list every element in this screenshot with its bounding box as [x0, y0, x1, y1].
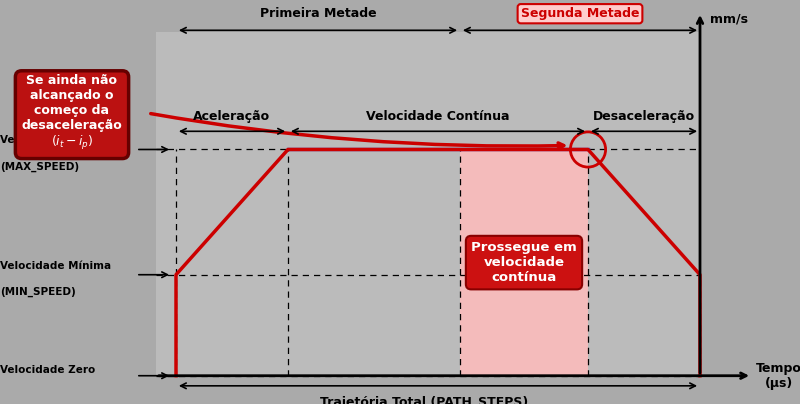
Text: (MIN_SPEED): (MIN_SPEED): [0, 287, 76, 297]
Text: (MAX_SPEED): (MAX_SPEED): [0, 162, 79, 172]
Text: Aceleração: Aceleração: [194, 110, 270, 123]
Text: Velocidade Mínima: Velocidade Mínima: [0, 261, 111, 271]
Text: Primeira Metade: Primeira Metade: [260, 7, 376, 20]
Text: Velocidade Contínua: Velocidade Contínua: [366, 110, 510, 123]
Text: Segunda Metade: Segunda Metade: [521, 7, 639, 20]
FancyBboxPatch shape: [460, 149, 588, 376]
Text: Velocidade Máxima: Velocidade Máxima: [0, 135, 114, 145]
Text: Desaceleração: Desaceleração: [593, 110, 695, 123]
Text: Trajetória Total (PATH_STEPS): Trajetória Total (PATH_STEPS): [320, 396, 528, 404]
Text: Velocidade Zero: Velocidade Zero: [0, 365, 95, 375]
Text: mm/s: mm/s: [710, 12, 747, 25]
FancyBboxPatch shape: [156, 32, 700, 376]
Text: Se ainda não
alcançado o
começo da
desaceleração
$(i_t - i_p)$: Se ainda não alcançado o começo da desac…: [22, 74, 122, 152]
Text: Prossegue em
velocidade
contínua: Prossegue em velocidade contínua: [471, 241, 577, 284]
Text: Tempo
(μs): Tempo (μs): [756, 362, 800, 390]
